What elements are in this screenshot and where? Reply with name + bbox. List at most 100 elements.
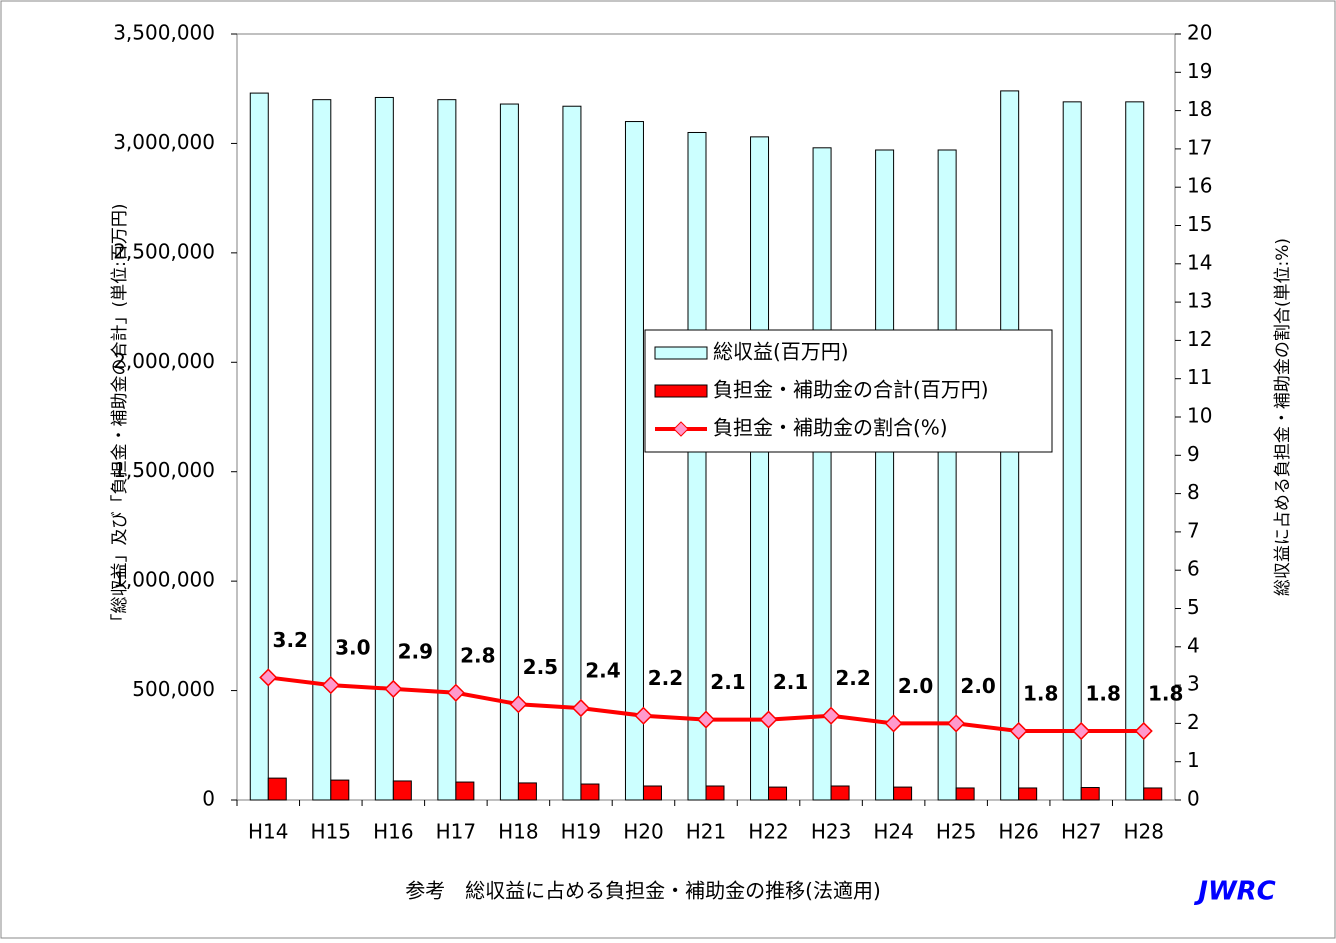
y2-tick-label: 15 <box>1187 212 1212 236</box>
marker <box>1072 721 1091 741</box>
y2-tick-label: 12 <box>1187 327 1212 351</box>
marker <box>1134 721 1153 741</box>
bar <box>312 99 332 801</box>
legend: 総収益(百万円) 負担金・補助金の合計(百万円) 負担金・補助金の割合(%) <box>644 329 1053 453</box>
bar <box>374 96 394 801</box>
marker <box>571 699 590 718</box>
source-logo: JWRC <box>1193 877 1275 907</box>
y2-tick-label: 20 <box>1187 21 1212 45</box>
x-tick-label: H25 <box>936 820 977 844</box>
bar <box>937 149 957 801</box>
data-label: 2.5 <box>523 655 558 679</box>
bar <box>642 785 662 801</box>
x-tick-label: H20 <box>623 820 664 844</box>
y-tick-label: 2,000,000 <box>113 349 215 373</box>
y2-axis-label: 総収益に占める負担金・補助金の割合(単位:%) <box>1273 238 1293 596</box>
data-label: 2.4 <box>585 659 620 683</box>
y-tick-label: 3,000,000 <box>113 130 215 154</box>
legend-swatch <box>654 346 708 360</box>
x-tick-label: H22 <box>748 820 789 844</box>
y2-tick-label: 6 <box>1187 557 1200 581</box>
bar <box>1143 787 1163 801</box>
data-label: 2.8 <box>460 643 495 667</box>
bar <box>499 103 519 801</box>
data-label: 2.1 <box>773 670 808 694</box>
data-label: 2.9 <box>398 639 433 663</box>
bar <box>812 147 832 801</box>
x-tick-label: H24 <box>873 820 914 844</box>
y2-tick-label: 11 <box>1187 365 1212 389</box>
x-tick-label: H17 <box>436 820 477 844</box>
x-tick-label: H28 <box>1123 820 1164 844</box>
y-tick-label: 500,000 <box>132 677 215 701</box>
bar <box>1062 101 1082 801</box>
y2-tick-label: 18 <box>1187 97 1212 121</box>
bar <box>875 149 895 801</box>
y2-tick-label: 3 <box>1187 672 1200 696</box>
bar <box>455 781 475 801</box>
marker <box>947 714 966 733</box>
bar <box>437 99 457 801</box>
chart-title: 参考 総収益に占める負担金・補助金の推移(法適用) <box>405 879 881 903</box>
x-tick-label: H21 <box>686 820 727 844</box>
marker <box>446 683 465 702</box>
marker <box>759 710 778 729</box>
y2-tick-label: 19 <box>1187 59 1212 83</box>
data-label: 3.2 <box>273 628 308 652</box>
y2-tick-label: 5 <box>1187 595 1200 619</box>
data-label: 2.1 <box>710 670 745 694</box>
data-label: 3.0 <box>335 636 370 660</box>
y-axis-label: 「総収益」及び「負担金・補助金の合計」(単位:百万円) <box>110 204 130 631</box>
x-tick-label: H23 <box>811 820 852 844</box>
y2-tick-label: 10 <box>1187 404 1212 428</box>
bar <box>624 121 644 801</box>
bar <box>750 136 770 801</box>
y2-tick-label: 16 <box>1187 174 1212 198</box>
y2-tick-label: 13 <box>1187 289 1212 313</box>
y2-tick-label: 9 <box>1187 442 1200 466</box>
data-label: 2.0 <box>898 674 933 698</box>
marker <box>884 714 903 733</box>
data-label: 2.0 <box>960 674 995 698</box>
y-tick-label: 2,500,000 <box>113 239 215 263</box>
x-tick-label: H27 <box>1061 820 1102 844</box>
y2-tick-label: 2 <box>1187 710 1200 734</box>
y-tick-label: 1,500,000 <box>113 458 215 482</box>
x-tick-label: H26 <box>998 820 1039 844</box>
data-label: 1.8 <box>1148 682 1183 706</box>
y-tick-label: 0 <box>202 787 215 811</box>
bar <box>580 783 600 801</box>
legend-marker <box>673 421 689 437</box>
y2-tick-label: 17 <box>1187 135 1212 159</box>
bar <box>517 782 537 801</box>
x-tick-label: H16 <box>373 820 414 844</box>
marker <box>509 695 528 714</box>
x-tick-label: H15 <box>311 820 352 844</box>
marker <box>696 710 716 729</box>
y-tick-label: 3,500,000 <box>113 21 215 45</box>
marker <box>1009 721 1028 741</box>
y2-tick-label: 0 <box>1187 787 1200 811</box>
x-tick-label: H18 <box>498 820 539 844</box>
bar <box>249 92 269 801</box>
y2-tick-label: 8 <box>1187 480 1200 504</box>
marker <box>634 706 653 725</box>
legend-box <box>644 329 1053 453</box>
x-tick-label: H14 <box>248 820 289 844</box>
x-tick-label: H19 <box>561 820 602 844</box>
marker <box>321 676 340 695</box>
legend-swatch <box>654 384 708 398</box>
bar <box>687 131 707 801</box>
y-tick-label: 1,000,000 <box>113 568 215 592</box>
marker <box>822 706 841 725</box>
bar <box>392 780 412 801</box>
data-label: 1.8 <box>1023 682 1058 706</box>
marker <box>259 668 278 687</box>
bar <box>562 105 582 801</box>
bar <box>705 785 725 801</box>
marker <box>384 679 403 698</box>
bar <box>1080 787 1100 801</box>
y2-tick-label: 7 <box>1187 518 1200 542</box>
bar <box>830 785 850 801</box>
bar <box>267 777 287 801</box>
